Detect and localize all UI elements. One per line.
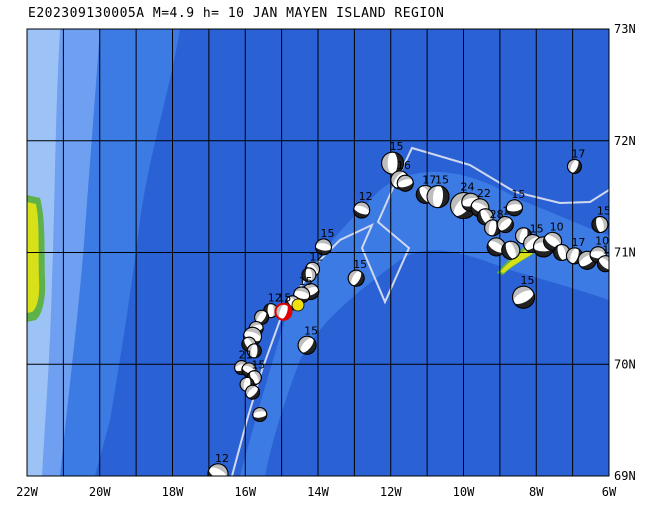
event-beachball — [297, 335, 317, 355]
greenland-land — [27, 202, 40, 313]
event-depth-label: 12 — [215, 452, 229, 465]
event-beachball — [207, 463, 229, 476]
lon-tick-label: 6W — [602, 485, 617, 499]
event-beachball — [501, 240, 521, 260]
lat-tick-label: 70N — [614, 357, 636, 371]
lat-tick-label: 71N — [614, 246, 636, 260]
event-depth-label: 17 — [422, 173, 436, 186]
lat-tick-label: 69N — [614, 469, 636, 483]
event-beachball — [496, 216, 514, 234]
event-depth-label: 15 — [299, 275, 313, 288]
event-beachball — [596, 255, 609, 273]
event-beachball — [353, 201, 371, 219]
lat-tick-label: 72N — [614, 134, 636, 148]
event-beachball — [426, 185, 450, 209]
lon-tick-label: 8W — [529, 485, 544, 499]
event-beachball — [301, 267, 317, 283]
event-depth-label: 10 — [595, 235, 609, 248]
event-depth-label: 21 — [239, 349, 253, 362]
event-depth-label: 15 — [320, 227, 334, 240]
event-beachball — [512, 285, 536, 309]
event-beachball — [486, 237, 506, 257]
axis-labels: 22W 20W 18W 16W 14W 12W 10W 8W 6W 73N 72N 71N 70N 69N — [16, 22, 636, 499]
focal-mechanisms: 1516121715242228151515101710151517151512… — [207, 140, 616, 476]
event-depth-label: 15 — [530, 223, 544, 236]
event-beachball — [246, 343, 262, 359]
lon-tick-label: 22W — [16, 485, 38, 499]
event-depth-label: 15 — [435, 174, 449, 187]
event-beachball — [252, 407, 268, 423]
event-depth-label: 15 — [511, 188, 525, 201]
event-depth-label: 17 — [571, 147, 585, 160]
event-depth-label: 15 — [390, 140, 404, 153]
event-depth-label: 15 — [251, 359, 265, 372]
event-beachball — [396, 174, 414, 192]
event-depth-label: 12 — [359, 190, 373, 203]
event-depth-label: 24 — [461, 181, 475, 194]
event-beachball — [381, 151, 405, 175]
event-beachball — [347, 269, 365, 287]
lon-tick-label: 12W — [380, 485, 402, 499]
event-depth-label: 15 — [602, 244, 616, 257]
event-depth-label: 15 — [304, 324, 318, 337]
event-depth-label: 12 — [310, 250, 324, 263]
lon-tick-label: 10W — [453, 485, 475, 499]
event-beachball — [245, 384, 261, 400]
event-beachball — [566, 158, 582, 174]
event-depth-label: 17 — [571, 236, 585, 249]
event-beachball — [591, 216, 609, 234]
event-depth-label: 10 — [550, 220, 564, 233]
lon-tick-label: 18W — [162, 485, 184, 499]
event-beachball — [505, 199, 523, 217]
event-depth-label: 28 — [490, 208, 504, 221]
highlight-event — [291, 298, 305, 312]
map-title: E202309130005A M=4.9 h= 10 JAN MAYEN ISL… — [28, 6, 445, 21]
event-depth-label: 12 — [268, 292, 282, 305]
lon-tick-label: 14W — [307, 485, 329, 499]
event-depth-label: 15 — [353, 258, 367, 271]
lat-lon-grid — [27, 29, 609, 476]
lon-tick-label: 20W — [89, 485, 111, 499]
event-depth-label: 15 — [521, 274, 535, 287]
lon-tick-label: 16W — [234, 485, 256, 499]
event-beachball — [314, 238, 332, 256]
lat-tick-label: 73N — [614, 22, 636, 36]
map-frame — [26, 28, 610, 477]
target-event-label: 15 — [277, 292, 291, 305]
event-depth-label: 22 — [477, 187, 491, 200]
event-beachball — [470, 198, 490, 218]
event-depth-label: 15 — [597, 205, 611, 218]
event-depth-label: 16 — [397, 159, 411, 172]
